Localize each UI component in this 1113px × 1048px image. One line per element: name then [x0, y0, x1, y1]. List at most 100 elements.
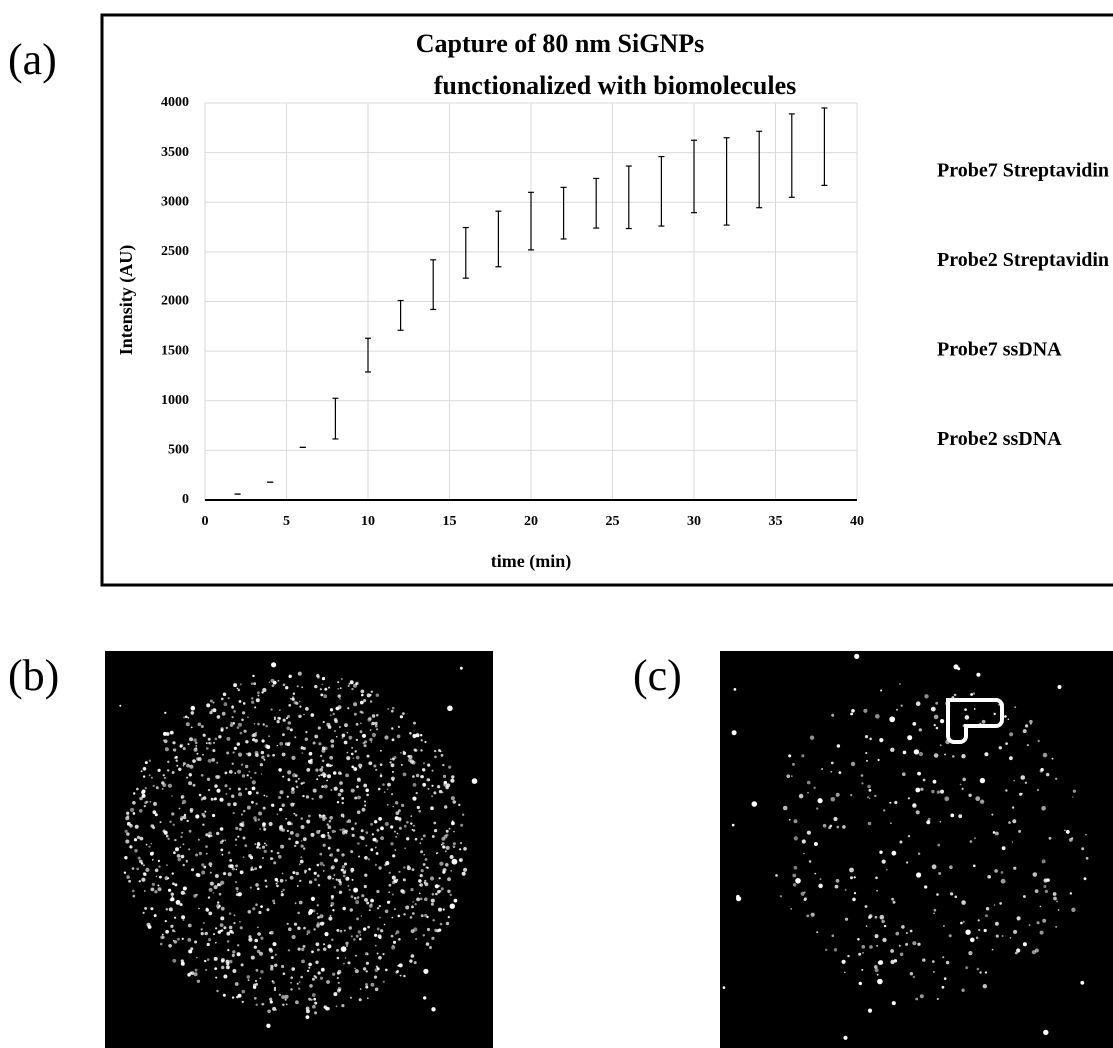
particle [341, 678, 343, 680]
particle [217, 883, 221, 887]
particle [975, 936, 979, 940]
particle [338, 890, 343, 894]
particle [387, 782, 391, 787]
particle [277, 679, 280, 682]
particle [391, 757, 394, 760]
particle [1001, 846, 1006, 851]
particle [139, 809, 143, 813]
particle [266, 754, 270, 758]
particle [356, 896, 360, 899]
particle [268, 822, 273, 826]
particle [207, 759, 212, 763]
particle [836, 825, 840, 829]
particle [398, 826, 402, 830]
particle [290, 802, 295, 807]
particle [322, 817, 326, 822]
particle [874, 968, 879, 973]
particle [397, 914, 401, 918]
particle [319, 861, 324, 866]
particle [378, 817, 382, 821]
particle [893, 959, 898, 963]
particle [187, 743, 190, 746]
particle [1005, 789, 1008, 792]
particle [227, 697, 230, 700]
particle [346, 751, 349, 754]
particle [140, 862, 144, 865]
particle [736, 894, 740, 899]
particle [205, 852, 208, 855]
particle [1085, 856, 1089, 860]
particle [235, 864, 239, 868]
particle [273, 902, 276, 905]
particle [158, 865, 161, 868]
particle [1064, 829, 1066, 832]
particle [346, 731, 349, 734]
particle [310, 998, 313, 1001]
particle [302, 746, 307, 751]
particle [360, 689, 365, 694]
particle [374, 820, 378, 824]
particle [182, 863, 185, 867]
particle [375, 852, 379, 855]
particle [208, 862, 213, 866]
particle [463, 867, 468, 872]
particle [281, 803, 285, 807]
particle [232, 751, 235, 754]
particle [418, 879, 422, 883]
particle [850, 712, 853, 716]
particle [416, 805, 420, 810]
particle [890, 949, 894, 953]
particle [935, 701, 939, 705]
particle [316, 924, 320, 928]
particle [171, 795, 173, 797]
particle [775, 874, 778, 877]
particle [257, 887, 260, 890]
particle [788, 818, 791, 821]
particle [442, 845, 446, 849]
particle [215, 927, 218, 930]
particle [792, 873, 797, 878]
particle [315, 942, 320, 947]
particle [163, 731, 167, 736]
particle [306, 930, 311, 934]
particle [254, 867, 258, 870]
particle [164, 876, 169, 881]
particle [399, 751, 402, 754]
particle [159, 875, 162, 879]
particle [329, 816, 334, 820]
particle [364, 800, 366, 803]
particle [165, 929, 170, 934]
particle [998, 703, 1001, 706]
particle [239, 822, 243, 827]
particle [182, 815, 187, 820]
particle [224, 771, 228, 775]
particle [319, 754, 323, 758]
particle [183, 813, 187, 817]
particle [236, 952, 241, 957]
particle [310, 832, 315, 837]
particle [302, 794, 305, 798]
particle [338, 988, 341, 992]
particle [279, 741, 284, 746]
particle [256, 949, 261, 954]
particle [288, 674, 292, 678]
particle [363, 699, 367, 703]
particle [905, 942, 909, 946]
particle [357, 795, 361, 800]
particle [941, 985, 945, 989]
particle [962, 920, 965, 923]
particle [793, 819, 798, 824]
particle [366, 793, 369, 797]
particle [269, 997, 273, 1001]
particle [874, 915, 878, 919]
particle [1085, 833, 1087, 836]
particle [372, 837, 377, 842]
particle [896, 708, 898, 711]
particle [409, 759, 414, 764]
particle [247, 716, 249, 719]
particle [376, 828, 380, 832]
particle [365, 961, 369, 965]
particle [144, 907, 148, 910]
particle [334, 730, 336, 732]
particle [279, 824, 283, 828]
